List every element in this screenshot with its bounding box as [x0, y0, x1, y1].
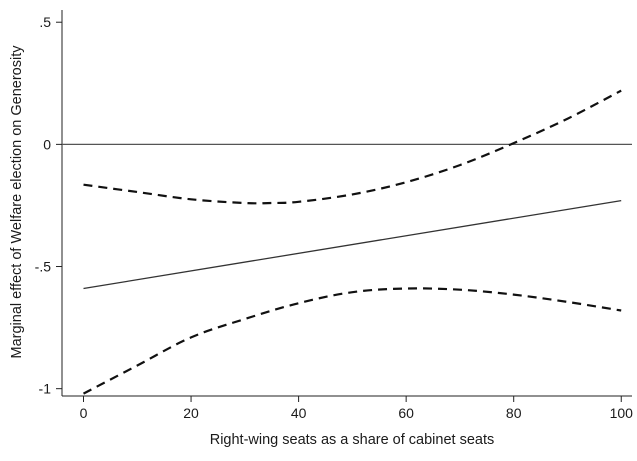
x-tick-label: 20 — [183, 405, 199, 421]
x-axis-title: Right-wing seats as a share of cabinet s… — [210, 432, 495, 448]
y-tick-label: .5 — [39, 14, 51, 30]
y-tick-label: 0 — [43, 136, 51, 152]
x-tick-label: 100 — [610, 405, 634, 421]
y-axis-title: Marginal effect of Welfare election on G… — [9, 45, 25, 359]
x-tick-label: 40 — [291, 405, 307, 421]
x-tick-label: 0 — [80, 405, 88, 421]
x-tick-label: 80 — [506, 405, 522, 421]
y-tick-label: -.5 — [35, 259, 52, 275]
y-tick-label: -1 — [39, 381, 52, 397]
lower-bound-line — [82, 287, 622, 395]
x-tick-label: 60 — [398, 405, 414, 421]
upper-bound-line — [83, 89, 622, 205]
estimate-line — [83, 199, 622, 290]
